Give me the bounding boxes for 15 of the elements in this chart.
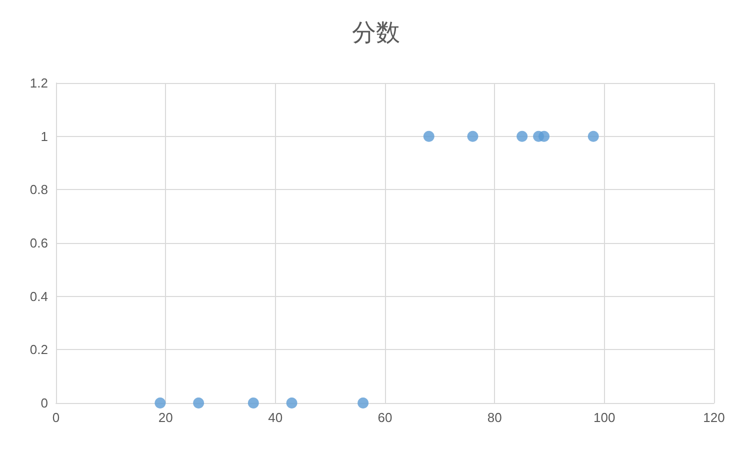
- y-tick-label: 0.8: [30, 182, 48, 198]
- x-tick-label: 120: [703, 410, 725, 425]
- y-tick-label: 0.6: [30, 236, 48, 250]
- x-tick-label: 40: [268, 410, 283, 425]
- x-tick-label: 100: [593, 410, 616, 425]
- y-tick-label: 0.4: [30, 288, 48, 304]
- x-tick-label: 60: [378, 410, 392, 425]
- x-tick-label: 20: [158, 410, 173, 425]
- x-tick-label: 80: [487, 410, 502, 425]
- y-tick-label: 0: [40, 396, 48, 410]
- x-tick-label: 0: [52, 410, 60, 425]
- chart-title: 分数: [352, 20, 400, 46]
- y-tick-label: 0.2: [30, 342, 48, 358]
- y-tick-label: 1.2: [30, 76, 48, 90]
- y-tick-label: 1: [40, 128, 48, 144]
